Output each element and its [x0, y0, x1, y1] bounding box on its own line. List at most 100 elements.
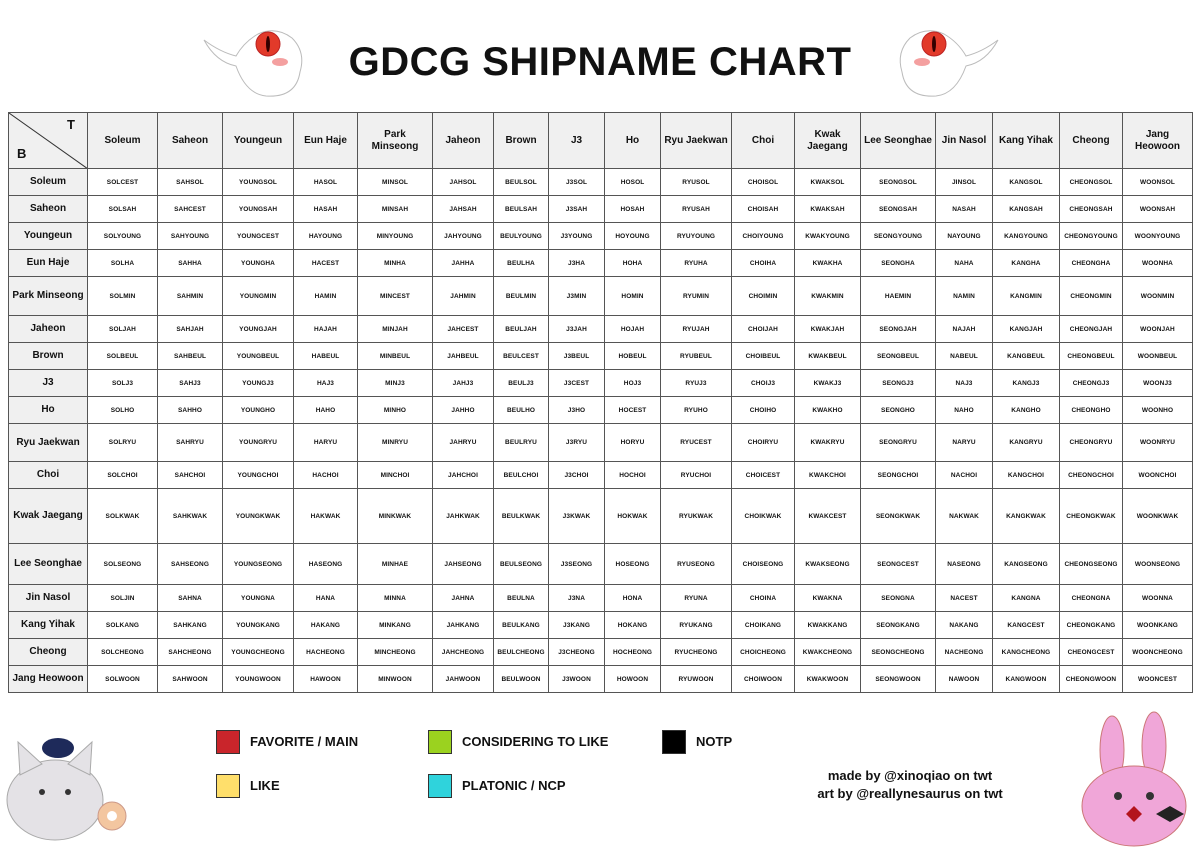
column-header: Kwak Jaegang: [794, 112, 861, 169]
ship-name-cell: KANGCEST: [992, 611, 1060, 639]
ship-name-cell: HOKANG: [604, 611, 661, 639]
legend-label: CONSIDERING TO LIKE: [462, 734, 609, 749]
ship-name-cell: BEULCEST: [493, 342, 549, 370]
ship-name-cell: JAHKWAK: [432, 488, 494, 544]
ship-name-cell: JAHHA: [432, 249, 494, 277]
ship-name-cell: WOONKWAK: [1122, 488, 1193, 544]
ship-name-cell: SAHNA: [157, 584, 223, 612]
ship-name-cell: SEONGCEST: [860, 543, 936, 585]
ship-name-cell: CHOISOL: [731, 168, 795, 196]
ship-name-cell: HANA: [293, 584, 358, 612]
ship-name-cell: CHEONGWOON: [1059, 665, 1123, 693]
ship-name-cell: BEULJAH: [493, 315, 549, 343]
ship-name-cell: MINKWAK: [357, 488, 433, 544]
ship-name-cell: NAJAH: [935, 315, 993, 343]
ship-name-cell: SOLSAH: [87, 195, 158, 223]
ship-name-cell: RYUJAH: [660, 315, 732, 343]
ship-name-cell: J3SOL: [548, 168, 605, 196]
row-header: Park Minseong: [8, 276, 88, 316]
ship-name-cell: YOUNGKWAK: [222, 488, 294, 544]
column-header: Ho: [604, 112, 661, 169]
ship-name-cell: J3MIN: [548, 276, 605, 316]
ship-name-cell: WOONCEST: [1122, 665, 1193, 693]
ship-name-cell: SAHBEUL: [157, 342, 223, 370]
legend-swatch: [428, 774, 452, 798]
ship-name-cell: HACHOI: [293, 461, 358, 489]
row-header: Kang Yihak: [8, 611, 88, 639]
ship-name-cell: RYUYOUNG: [660, 222, 732, 250]
ship-name-cell: SAHJAH: [157, 315, 223, 343]
ship-name-cell: WOONJAH: [1122, 315, 1193, 343]
ship-name-cell: CHEONGRYU: [1059, 423, 1123, 462]
ship-name-cell: NAYOUNG: [935, 222, 993, 250]
ship-name-cell: CHOIYOUNG: [731, 222, 795, 250]
ship-name-cell: CHOICEST: [731, 461, 795, 489]
table-row: Saheon SOLSAH SAHCEST YOUNGSAH HASAH MINSAH JA…: [8, 195, 1193, 223]
ship-name-cell: BEULJ3: [493, 369, 549, 397]
ship-name-cell: KWAKCEST: [794, 488, 861, 544]
ship-name-cell: SAHMIN: [157, 276, 223, 316]
ship-name-cell: JAHBEUL: [432, 342, 494, 370]
ship-name-cell: KANGSOL: [992, 168, 1060, 196]
ship-name-cell: MINJAH: [357, 315, 433, 343]
row-header: Kwak Jaegang: [8, 488, 88, 544]
ship-name-cell: JAHCHOI: [432, 461, 494, 489]
ship-name-cell: RYUNA: [660, 584, 732, 612]
ship-name-cell: BEULHO: [493, 396, 549, 424]
ship-name-cell: HARYU: [293, 423, 358, 462]
ship-name-cell: NASEONG: [935, 543, 993, 585]
column-header: Kang Yihak: [992, 112, 1060, 169]
ship-name-cell: CHEONGHO: [1059, 396, 1123, 424]
ship-name-cell: MINRYU: [357, 423, 433, 462]
ship-name-cell: HONA: [604, 584, 661, 612]
ship-name-cell: WOONHO: [1122, 396, 1193, 424]
ship-name-cell: KWAKBEUL: [794, 342, 861, 370]
ship-name-cell: KANGNA: [992, 584, 1060, 612]
table-row: Park Minseong SOLMIN SAHMIN YOUNGMIN HAMIN MI…: [8, 276, 1193, 316]
ship-name-cell: BEULSOL: [493, 168, 549, 196]
ship-name-cell: HOJ3: [604, 369, 661, 397]
ship-name-cell: HACHEONG: [293, 638, 358, 666]
ship-name-cell: BEULSEONG: [493, 543, 549, 585]
row-header: Jang Heowoon: [8, 665, 88, 693]
legend-label: NOTP: [696, 734, 733, 749]
ship-name-cell: WOONRYU: [1122, 423, 1193, 462]
table-row: Eun Haje SOLHA SAHHA YOUNGHA HACEST MINHA JAHH…: [8, 249, 1193, 277]
ship-name-cell: SEONGJ3: [860, 369, 936, 397]
ship-name-cell: SEONGSOL: [860, 168, 936, 196]
ship-name-cell: SEONGCHOI: [860, 461, 936, 489]
ship-name-cell: SAHSOL: [157, 168, 223, 196]
ship-name-cell: KWAKKANG: [794, 611, 861, 639]
ship-name-cell: KWAKCHEONG: [794, 638, 861, 666]
header-row: T B Soleum Saheon Youngeun Eun Haje Park Minse…: [8, 112, 1193, 169]
mascot-bunny: [1081, 711, 1187, 847]
ship-name-cell: CHEONGBEUL: [1059, 342, 1123, 370]
credit-line: made by @xinoqiao on twt: [827, 768, 993, 783]
ship-name-cell: MINHAE: [357, 543, 433, 585]
ship-name-cell: NACHOI: [935, 461, 993, 489]
ship-name-cell: HORYU: [604, 423, 661, 462]
row-header: Ho: [8, 396, 88, 424]
ship-name-cell: SOLBEUL: [87, 342, 158, 370]
ship-name-cell: WOONSAH: [1122, 195, 1193, 223]
ship-name-cell: SEONGKWAK: [860, 488, 936, 544]
row-header: Saheon: [8, 195, 88, 223]
column-header: Youngeun: [222, 112, 294, 169]
ship-name-cell: HOSEONG: [604, 543, 661, 585]
ship-name-cell: RYUKANG: [660, 611, 732, 639]
ship-name-cell: KWAKNA: [794, 584, 861, 612]
ship-name-cell: KWAKSOL: [794, 168, 861, 196]
ship-name-cell: BEULCHOI: [493, 461, 549, 489]
ship-name-cell: NAHO: [935, 396, 993, 424]
ship-name-cell: CHEONGSOL: [1059, 168, 1123, 196]
ship-name-cell: KANGWOON: [992, 665, 1060, 693]
column-header: Eun Haje: [293, 112, 358, 169]
ship-name-cell: HOSAH: [604, 195, 661, 223]
ship-name-cell: YOUNGCEST: [222, 222, 294, 250]
ship-name-cell: CHEONGSAH: [1059, 195, 1123, 223]
ship-name-cell: SAHCHEONG: [157, 638, 223, 666]
ship-name-cell: SAHCEST: [157, 195, 223, 223]
ship-name-cell: MINWOON: [357, 665, 433, 693]
ship-name-cell: SEONGHA: [860, 249, 936, 277]
